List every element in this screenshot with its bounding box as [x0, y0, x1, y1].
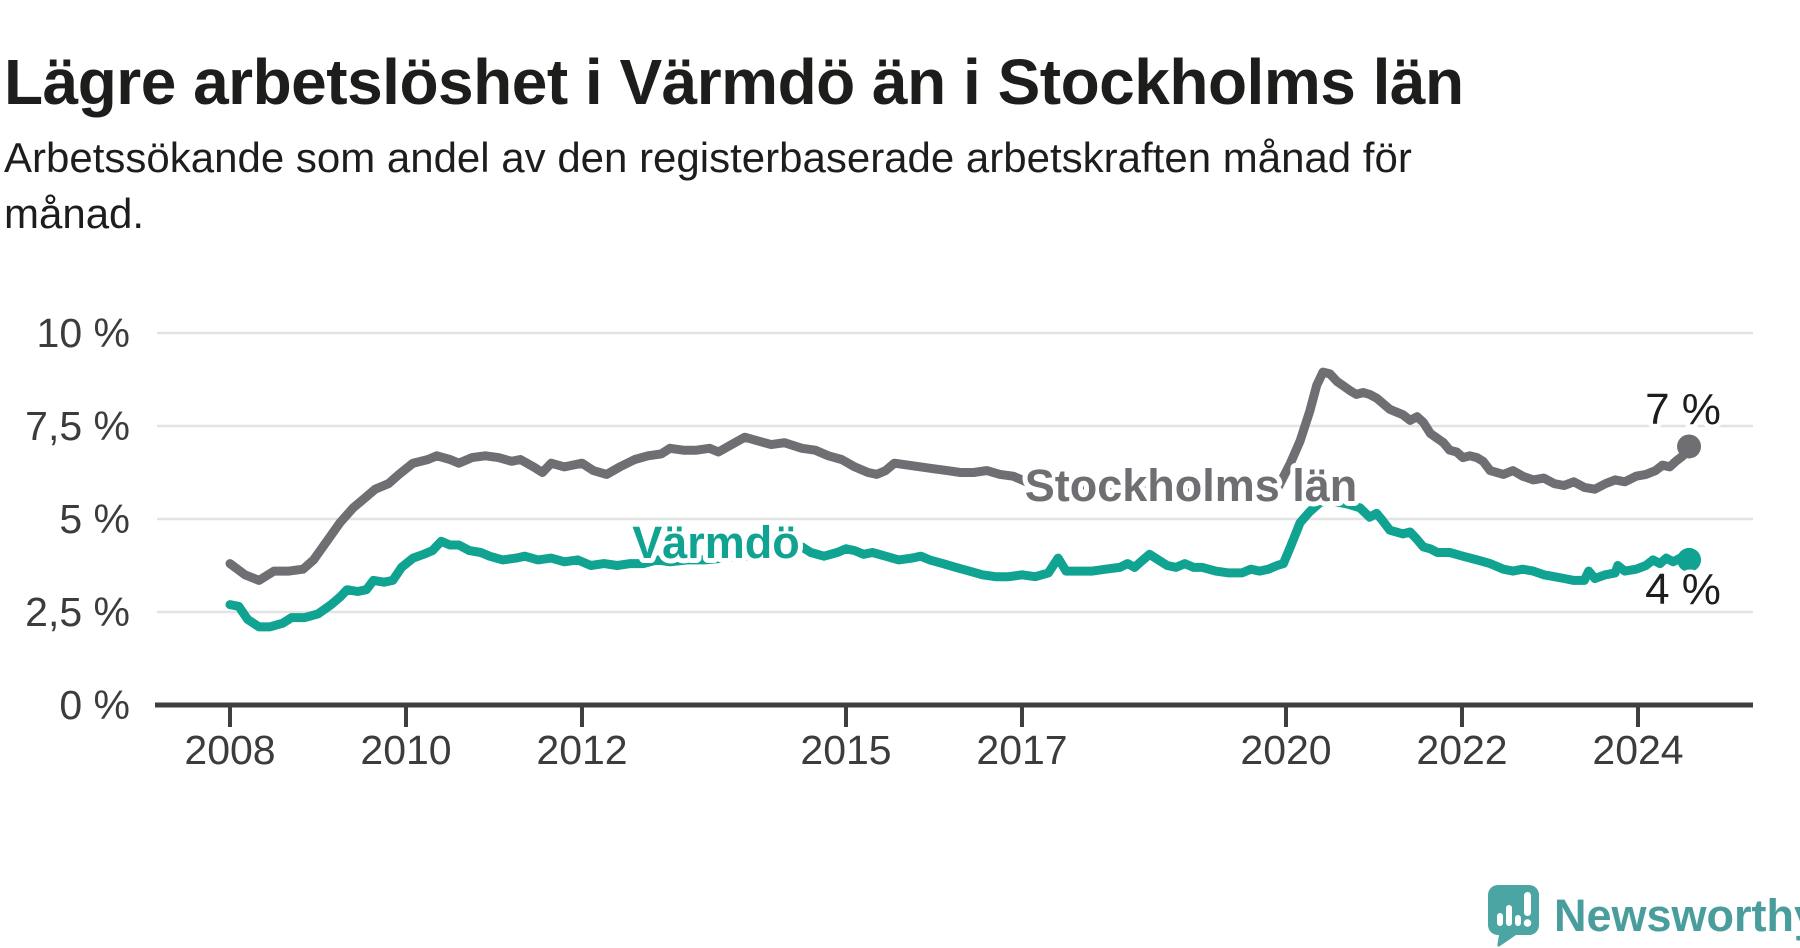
exclamation-icon-stem [1524, 892, 1531, 916]
bar-icon-1 [1497, 913, 1503, 926]
newsworthy-brand[interactable]: Newsworthy [1486, 884, 1800, 947]
newsworthy-logo-icon [1487, 885, 1539, 947]
series-line-stockholms-lan [225, 367, 1694, 585]
subtitle-line-2: månad. [4, 189, 145, 237]
series-line-varmdo [225, 495, 1694, 632]
x-tick-label: 2020 [1240, 727, 1331, 773]
series-end-dot [1677, 434, 1702, 459]
y-tick-label: 10 % [37, 310, 130, 356]
exclamation-icon-dot [1523, 919, 1532, 927]
y-tick-label: 5 % [59, 496, 130, 542]
subtitle-line-1: Arbetssökande som andel av den registerb… [4, 134, 1412, 181]
x-tick-label: 2022 [1416, 727, 1507, 773]
y-tick-label: 2,5 % [25, 589, 130, 635]
bar-icon-3 [1515, 915, 1521, 926]
series-label-stockholms-lan: Stockholms län [1025, 460, 1358, 511]
series-end-value-label: 4 % [1645, 565, 1721, 614]
speech-bubble-shape [1487, 885, 1539, 947]
x-tick-label: 2010 [360, 727, 451, 773]
series-end-value-label: 7 % [1645, 385, 1721, 434]
y-tick-label: 7,5 % [25, 403, 130, 449]
x-tick-label: 2017 [976, 727, 1067, 773]
x-tick-label: 2024 [1592, 727, 1683, 773]
x-tick-label: 2012 [536, 727, 627, 773]
series-label-varmdo: Värmdö [632, 517, 800, 568]
bar-icon-2 [1506, 905, 1512, 926]
chart-subtitle: Arbetssökande som andel av den registerb… [4, 130, 1644, 242]
series-end-dot [1677, 547, 1702, 572]
x-tick-label: 2008 [184, 727, 275, 773]
page-title: Lägre arbetslöshet i Värmdö än i Stockho… [4, 45, 1464, 118]
x-tick-label: 2015 [800, 727, 891, 773]
y-tick-label: 0 % [59, 682, 130, 728]
brand-name: Newsworthy [1554, 889, 1800, 941]
